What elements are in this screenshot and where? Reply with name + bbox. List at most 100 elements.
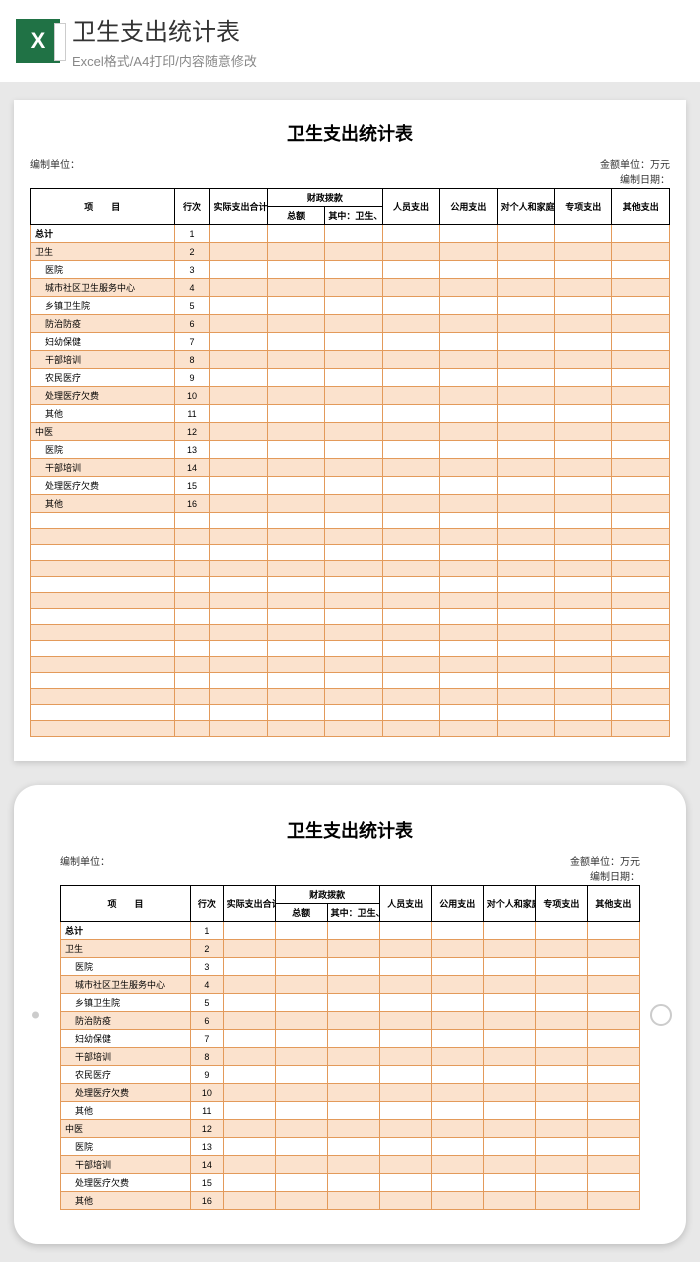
cell-value [431, 1066, 483, 1084]
sheet-title: 卫生支出统计表 [30, 120, 670, 146]
cell-value [612, 423, 670, 441]
meta-right: 金额单位：万元 编制日期： [600, 156, 670, 186]
cell-value [275, 1030, 327, 1048]
cell-item: 其他 [61, 1192, 191, 1210]
cell-seq: 3 [191, 958, 224, 976]
cell-seq: 7 [191, 1030, 224, 1048]
cell-value [275, 1102, 327, 1120]
cell-seq: 8 [191, 1048, 224, 1066]
cell-value [327, 1120, 379, 1138]
cell-value [379, 1102, 431, 1120]
cell-seq: 5 [191, 994, 224, 1012]
cell-value [327, 1030, 379, 1048]
cell-value [267, 423, 324, 441]
cell-value [612, 279, 670, 297]
cell-value [555, 315, 612, 333]
cell-value [223, 976, 275, 994]
cell-value [267, 315, 324, 333]
excel-icon [16, 19, 60, 63]
cell-value [555, 387, 612, 405]
cell-item: 干部培训 [31, 459, 175, 477]
cell-value [325, 261, 382, 279]
cell-value [612, 315, 670, 333]
tablet-frame: 卫生支出统计表 编制单位： 金额单位：万元 编制日期： 项 目 行次 实 [14, 785, 686, 1244]
cell-value [379, 1012, 431, 1030]
cell-value [555, 333, 612, 351]
cell-value [275, 940, 327, 958]
cell-seq: 1 [191, 922, 224, 940]
cell-value [327, 922, 379, 940]
cell-value [379, 1138, 431, 1156]
table-row: 城市社区卫生服务中心4 [31, 279, 670, 297]
cell-value [440, 387, 497, 405]
cell-value [379, 1030, 431, 1048]
cell-item: 处理医疗欠费 [61, 1084, 191, 1102]
cell-item: 干部培训 [61, 1048, 191, 1066]
cell-value [497, 369, 554, 387]
cell-seq: 13 [191, 1138, 224, 1156]
cell-value [223, 1084, 275, 1102]
cell-value [275, 1174, 327, 1192]
cell-value [379, 958, 431, 976]
cell-value [440, 243, 497, 261]
cell-value [431, 940, 483, 958]
cell-item: 总计 [61, 922, 191, 940]
th-fiscal-sub: 其中：卫生、中医事业经费 [325, 207, 382, 225]
cell-item: 防治防疫 [31, 315, 175, 333]
cell-item: 城市社区卫生服务中心 [31, 279, 175, 297]
th-other: 其他支出 [612, 189, 670, 225]
cell-value [275, 1066, 327, 1084]
cell-value [382, 297, 439, 315]
template-title: 卫生支出统计表 [72, 12, 684, 47]
cell-value [612, 495, 670, 513]
cell-value [223, 1030, 275, 1048]
th-seq: 行次 [174, 189, 210, 225]
cell-item: 处理医疗欠费 [31, 477, 175, 495]
cell-item: 城市社区卫生服务中心 [61, 976, 191, 994]
cell-value [440, 369, 497, 387]
cell-value [497, 405, 554, 423]
cell-value [325, 369, 382, 387]
cell-value [382, 495, 439, 513]
cell-seq: 1 [174, 225, 210, 243]
cell-value [382, 405, 439, 423]
cell-value [223, 1048, 275, 1066]
cell-value [431, 1102, 483, 1120]
cell-seq: 5 [174, 297, 210, 315]
cell-seq: 6 [191, 1012, 224, 1030]
cell-value [535, 922, 587, 940]
table-row-blank [31, 545, 670, 561]
table-row-blank [31, 625, 670, 641]
cell-value [535, 958, 587, 976]
cell-value [483, 976, 535, 994]
table-row: 中医12 [61, 1120, 640, 1138]
cell-value [382, 279, 439, 297]
cell-value [275, 1120, 327, 1138]
cell-value [327, 958, 379, 976]
table-row-blank [31, 689, 670, 705]
stats-table: 项 目 行次 实际支出合计 财政拨款 人员支出 公用支出 对个人和家庭的补助支出… [30, 188, 670, 737]
cell-value [327, 1066, 379, 1084]
cell-value [431, 976, 483, 994]
cell-value [587, 1102, 639, 1120]
meta-left: 编制单位： [60, 853, 110, 883]
cell-value [497, 261, 554, 279]
cell-seq: 9 [191, 1066, 224, 1084]
cell-value [440, 333, 497, 351]
cell-value [325, 423, 382, 441]
cell-value [210, 387, 267, 405]
cell-value [612, 441, 670, 459]
table-row: 处理医疗欠费10 [61, 1084, 640, 1102]
cell-value [431, 1138, 483, 1156]
cell-value [223, 1066, 275, 1084]
cell-value [325, 405, 382, 423]
cell-value [555, 423, 612, 441]
cell-value [431, 1048, 483, 1066]
cell-value [325, 387, 382, 405]
cell-value [275, 1156, 327, 1174]
cell-value [535, 1174, 587, 1192]
cell-value [382, 351, 439, 369]
cell-value [275, 1012, 327, 1030]
table-row: 中医12 [31, 423, 670, 441]
cell-item: 干部培训 [61, 1156, 191, 1174]
